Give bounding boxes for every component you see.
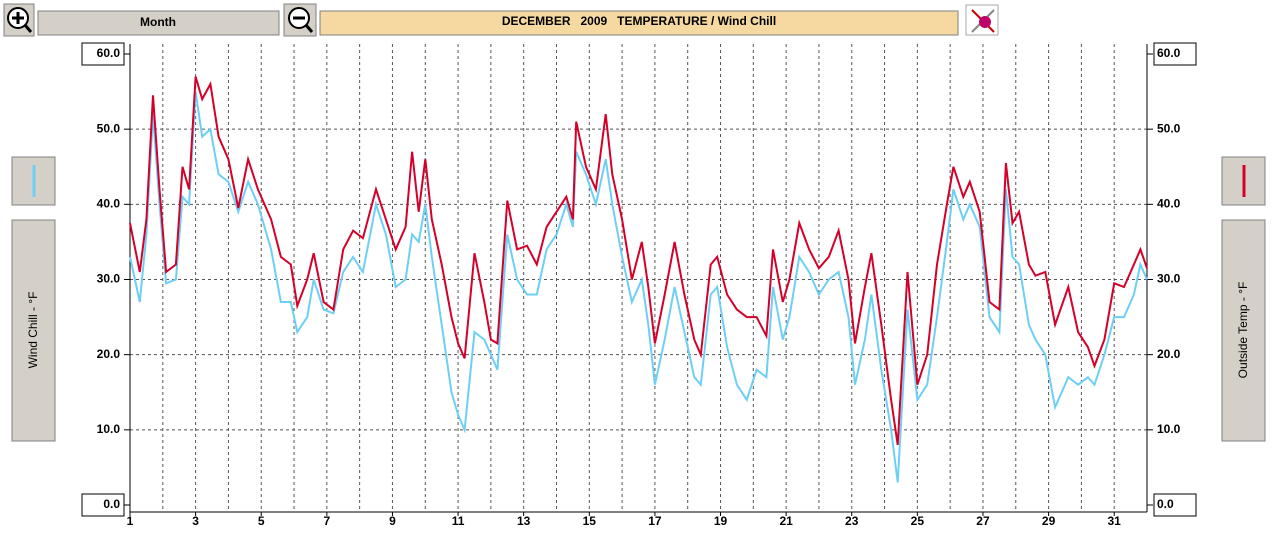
x-tick-label: 11	[452, 514, 465, 528]
period-label: Month	[140, 15, 176, 29]
y-tick-label: 0.0	[103, 497, 120, 511]
y-tick-label: 50.0	[97, 121, 121, 135]
y2-axis-label: Outside Temp - °F	[1236, 282, 1250, 379]
x-tick-label: 23	[845, 514, 859, 528]
y-tick-label: 20.0	[97, 347, 121, 361]
chart-title: DECEMBER 2009 TEMPERATURE / Wind Chill	[502, 14, 776, 28]
y-tick-label: 60.0	[97, 46, 121, 60]
x-tick-label: 27	[976, 514, 990, 528]
x-tick-label: 25	[911, 514, 925, 528]
y-tick-label: 40.0	[97, 197, 121, 211]
y2-tick-label: 10.0	[1157, 422, 1181, 436]
settings-icon[interactable]	[965, 4, 999, 36]
y2-tick-label: 20.0	[1157, 347, 1181, 361]
data-line	[129, 76, 1148, 446]
tick-box	[1153, 42, 1197, 66]
x-tick-label: 15	[583, 514, 597, 528]
data-line	[129, 91, 1148, 483]
x-tick-label: 29	[1042, 514, 1056, 528]
x-tick-label: 7	[323, 514, 330, 528]
axis-label-box	[1221, 219, 1266, 442]
y-tick-label: 10.0	[97, 422, 121, 436]
zoom-in-button[interactable]	[3, 3, 35, 37]
tick-box	[81, 493, 125, 517]
x-tick-label: 3	[192, 514, 199, 528]
tick-box	[1153, 493, 1197, 517]
x-tick-label: 5	[258, 514, 265, 528]
tick-box	[81, 42, 125, 66]
x-tick-label: 1	[127, 514, 134, 528]
y-tick-label: 30.0	[97, 272, 121, 286]
period-button[interactable]	[37, 10, 280, 36]
x-tick-label: 31	[1108, 514, 1122, 528]
y2-tick-label: 50.0	[1157, 121, 1181, 135]
y2-tick-label: 0.0	[1157, 497, 1174, 511]
x-tick-label: 13	[517, 514, 531, 528]
y-axis-label: Wind Chill - °F	[26, 292, 40, 369]
x-tick-label: 21	[779, 514, 793, 528]
x-tick-label: 17	[648, 514, 662, 528]
y2-tick-label: 30.0	[1157, 272, 1181, 286]
y2-tick-label: 60.0	[1157, 46, 1181, 60]
axis-label-box	[11, 219, 56, 442]
y2-tick-label: 40.0	[1157, 197, 1181, 211]
x-tick-label: 9	[389, 514, 396, 528]
zoom-out-button[interactable]	[283, 3, 317, 37]
x-tick-label: 19	[714, 514, 728, 528]
title-box	[319, 10, 959, 36]
